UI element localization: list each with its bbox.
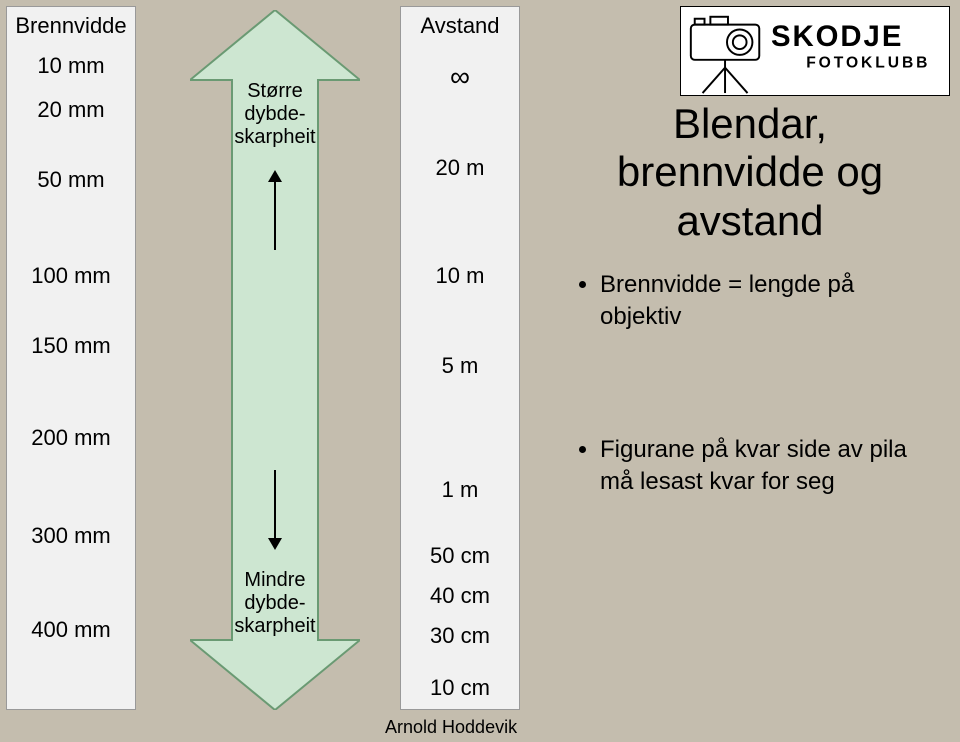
scale-item: ∞ (401, 61, 519, 93)
scale-item: 10 m (401, 263, 519, 289)
scale-item: 400 mm (7, 617, 135, 643)
scale-item: 100 mm (7, 263, 135, 289)
skodje-logo: SKODJE FOTOKLUBB (680, 6, 950, 96)
label-line: Større (247, 80, 303, 102)
scale-item: 50 mm (7, 167, 135, 193)
scale-item: 10 mm (7, 53, 135, 79)
scale-item: 1 m (401, 477, 519, 503)
footer-credit: Arnold Hoddevik (385, 717, 517, 738)
bullet-list: Brennvidde = lengde på objektiv Figurane… (560, 269, 940, 499)
scale-item: 50 cm (401, 543, 519, 569)
arrow-bottom-label: Mindre dybde- skarpheit (190, 569, 360, 638)
page-title: Blendar, brennvidde og avstand (560, 100, 940, 245)
depth-arrow: Større dybde- skarpheit Mindre dybde- sk… (190, 10, 360, 710)
logo-text-1: SKODJE (771, 20, 903, 53)
scale-item: 300 mm (7, 523, 135, 549)
avstand-scale: Avstand ∞ 20 m 10 m 5 m 1 m 50 cm 40 cm … (400, 6, 520, 710)
label-line: Mindre (244, 569, 305, 591)
title-line: Blendar, (673, 100, 827, 147)
main-text: Blendar, brennvidde og avstand Brennvidd… (560, 100, 940, 524)
scale-item: 150 mm (7, 333, 135, 359)
scale-item: 200 mm (7, 425, 135, 451)
bullet-item: Figurane på kvar side av pila må lesast … (600, 434, 940, 499)
scale-item: 40 cm (401, 583, 519, 609)
scale-item: 30 cm (401, 623, 519, 649)
label-line: dybde- (244, 103, 305, 125)
thin-arrow-up-icon (274, 180, 276, 250)
bullet-item: Brennvidde = lengde på objektiv (600, 269, 940, 334)
brennvidde-header: Brennvidde (7, 7, 135, 39)
logo-text-2: FOTOKLUBB (806, 55, 930, 72)
title-line: avstand (676, 197, 823, 244)
scale-item: 20 m (401, 155, 519, 181)
scale-item: 10 cm (401, 675, 519, 701)
label-line: skarpheit (234, 615, 315, 637)
brennvidde-scale: Brennvidde 10 mm 20 mm 50 mm 100 mm 150 … (6, 6, 136, 710)
scale-item: 20 mm (7, 97, 135, 123)
label-line: skarpheit (234, 126, 315, 148)
arrow-top-label: Større dybde- skarpheit (190, 80, 360, 149)
label-line: dybde- (244, 592, 305, 614)
title-line: brennvidde og (617, 148, 883, 195)
logo-icon: SKODJE FOTOKLUBB (681, 7, 949, 95)
scale-item: 5 m (401, 353, 519, 379)
avstand-header: Avstand (401, 7, 519, 39)
thin-arrow-down-icon (274, 470, 276, 540)
